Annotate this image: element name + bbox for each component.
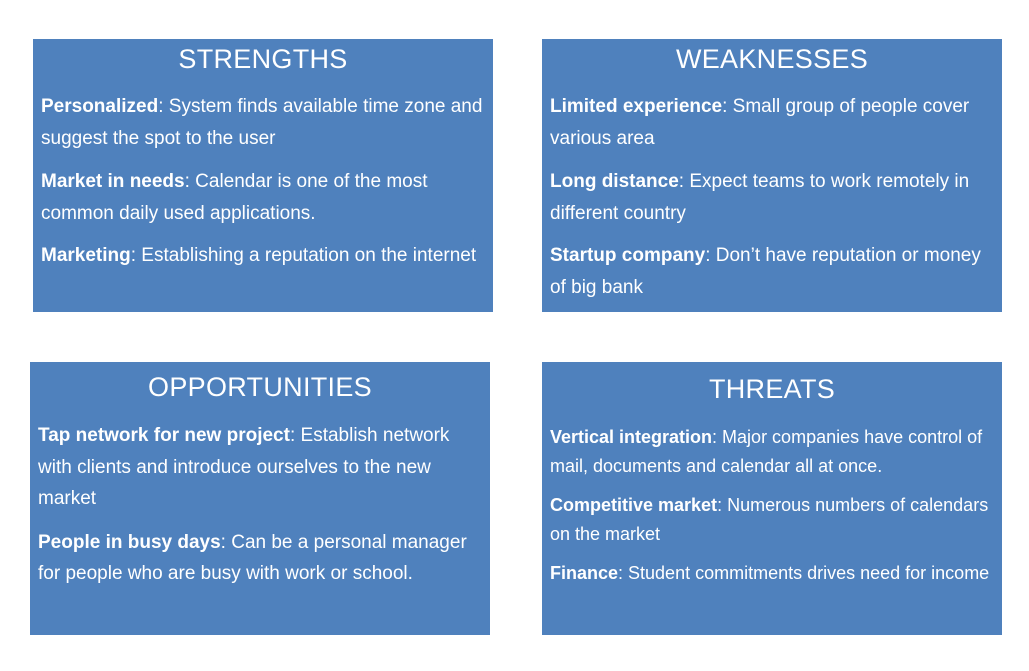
item-term: Competitive market <box>550 495 718 515</box>
strengths-item: Marketing: Establishing a reputation on … <box>41 240 485 272</box>
strengths-title: STRENGTHS <box>178 44 348 74</box>
item-term: Vertical integration <box>550 427 713 447</box>
opportunities-title: OPPORTUNITIES <box>148 372 372 402</box>
item-text: : Calendar is one of the most common dai… <box>41 171 428 224</box>
threats-item: Finance: Student commitments drives need… <box>550 559 994 588</box>
weaknesses-box: WEAKNESSES Limited experience: Small gro… <box>542 39 1002 312</box>
item-term: People in busy days <box>38 531 221 553</box>
item-term: Personalized <box>41 96 159 117</box>
threats-item: Competitive market: Numerous numbers of … <box>550 491 994 549</box>
strengths-item: Personalized: System finds available tim… <box>41 91 485 154</box>
item-text: : Establish network with clients and int… <box>38 425 450 509</box>
item-text: : Small group of people cover various ar… <box>550 96 970 149</box>
item-text: : Numerous numbers of calendars on the m… <box>550 495 989 544</box>
opportunities-list: Tap network for new project: Establish n… <box>30 403 490 590</box>
weaknesses-item: Long distance: Expect teams to work remo… <box>550 166 994 229</box>
item-text: : Student commitments drives need for in… <box>618 563 990 583</box>
item-text: : Major companies have control of mail, … <box>550 427 983 476</box>
item-term: Market in needs <box>41 171 185 192</box>
weaknesses-title: WEAKNESSES <box>675 44 869 74</box>
item-text: : Can be a personal manager for people w… <box>38 531 467 585</box>
weaknesses-list: Limited experience: Small group of peopl… <box>542 75 1002 303</box>
threats-box: THREATS Vertical integration: Major comp… <box>542 362 1002 635</box>
opportunities-item: Tap network for new project: Establish n… <box>38 420 482 515</box>
item-text: : System finds available time zone and s… <box>41 96 483 149</box>
item-text: : Establishing a reputation on the inter… <box>130 245 477 266</box>
item-term: Startup company <box>550 245 706 266</box>
opportunities-item: People in busy days: Can be a personal m… <box>38 527 482 590</box>
threats-title: THREATS <box>708 374 836 404</box>
opportunities-box: OPPORTUNITIES Tap network for new projec… <box>30 362 490 635</box>
item-term: Tap network for new project <box>38 425 290 446</box>
strengths-item: Market in needs: Calendar is one of the … <box>41 166 485 229</box>
item-text: : Don’t have reputation or money of big … <box>550 245 981 298</box>
item-term: Long distance <box>550 171 679 192</box>
weaknesses-item: Limited experience: Small group of peopl… <box>550 91 994 154</box>
strengths-list: Personalized: System finds available tim… <box>33 75 493 272</box>
weaknesses-item: Startup company: Don’t have reputation o… <box>550 240 994 303</box>
item-term: Finance <box>550 563 619 583</box>
item-term: Limited experience <box>550 96 723 117</box>
strengths-box: STRENGTHS Personalized: System finds ava… <box>33 39 493 312</box>
threats-list: Vertical integration: Major companies ha… <box>542 405 1002 588</box>
threats-item: Vertical integration: Major companies ha… <box>550 423 994 481</box>
item-text: : Expect teams to work remotely in diffe… <box>550 171 970 224</box>
item-term: Marketing <box>41 245 131 266</box>
